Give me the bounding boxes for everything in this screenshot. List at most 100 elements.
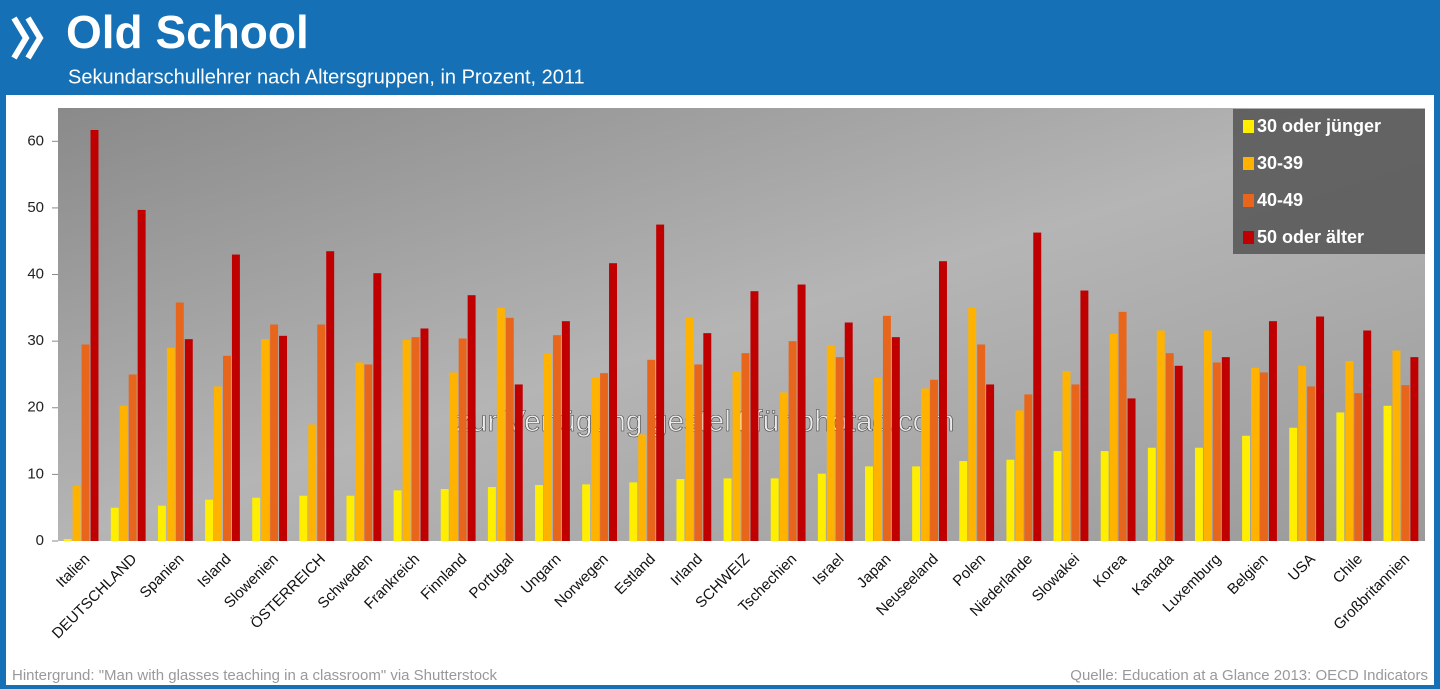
logo [11,16,44,60]
bar [1147,447,1156,541]
bar [561,321,570,541]
bar [420,328,429,541]
bar [912,466,921,541]
bar [1268,321,1277,541]
bar [63,539,72,541]
y-tick-label: 10 [27,465,44,482]
bar [835,357,844,541]
bar [638,434,647,541]
bar [986,384,995,541]
y-tick-label: 60 [27,132,44,149]
bar [1127,398,1136,541]
bar [930,379,939,541]
bar [393,490,402,541]
bar [609,263,617,541]
bar [449,372,458,541]
bar [1307,386,1316,541]
bar [591,377,600,541]
bar [128,374,137,541]
bar [1316,316,1325,541]
bar [1298,365,1307,541]
bar [647,359,656,541]
bar [1118,311,1127,541]
bar [119,405,128,541]
bar [694,364,703,541]
bar [750,291,759,541]
bar [1260,372,1268,541]
bar [1363,330,1372,541]
bar [939,261,947,541]
bar [514,384,523,541]
bar [205,499,214,541]
y-tick-label: 0 [36,532,44,549]
bar [326,251,335,541]
bar [817,473,826,541]
bar [1062,371,1071,541]
bar [81,344,90,541]
bar [676,479,685,541]
bar [1212,362,1221,541]
bar [797,284,806,541]
bar [1071,384,1080,541]
bar [685,317,694,541]
legend-box [1233,109,1425,254]
bar [137,209,146,541]
bar [1100,451,1109,541]
bar [882,315,891,541]
bar [1336,412,1345,541]
bar [166,347,175,541]
legend-label: 50 oder älter [1257,227,1364,247]
legend-swatch [1243,120,1254,133]
bar [505,317,514,541]
bar [1242,435,1251,541]
footnote: Hintergrund: "Man with glasses teaching … [12,667,498,684]
bar [1053,451,1062,541]
y-tick-label: 20 [27,399,44,416]
bar [411,337,420,541]
bar [1354,393,1363,541]
bar [629,482,638,541]
bar [1024,394,1033,541]
bar [261,339,270,541]
bar [788,341,797,541]
y-tick-label: 50 [27,199,44,216]
bar [72,485,81,541]
bar [1156,330,1165,541]
bar [222,355,231,541]
bar [1410,357,1419,541]
bar [1345,361,1354,541]
bar [1174,365,1183,541]
bar [1165,353,1174,541]
bar [90,129,99,541]
bar [175,302,184,541]
bar [844,322,853,541]
bar [1383,405,1392,541]
bar [496,307,505,541]
bar [921,388,930,541]
y-tick-label: 30 [27,332,44,349]
bar [968,307,977,541]
bar [543,353,552,541]
bar [582,484,591,541]
bar [355,362,364,541]
bar [1401,385,1410,541]
bar [402,339,411,541]
bar [1289,427,1298,541]
bar [1015,410,1024,541]
bar [487,487,496,541]
legend-label: 30-39 [1257,153,1303,173]
bar [741,353,750,541]
bar [467,295,476,541]
bar [1251,367,1260,541]
bar [231,254,240,542]
bar [535,485,543,541]
bar [364,364,373,541]
bar [440,489,449,541]
bar [279,335,288,541]
bar [373,273,382,541]
bar [308,424,317,541]
bar [110,507,119,541]
bar [184,339,193,541]
legend-swatch [1243,194,1254,207]
